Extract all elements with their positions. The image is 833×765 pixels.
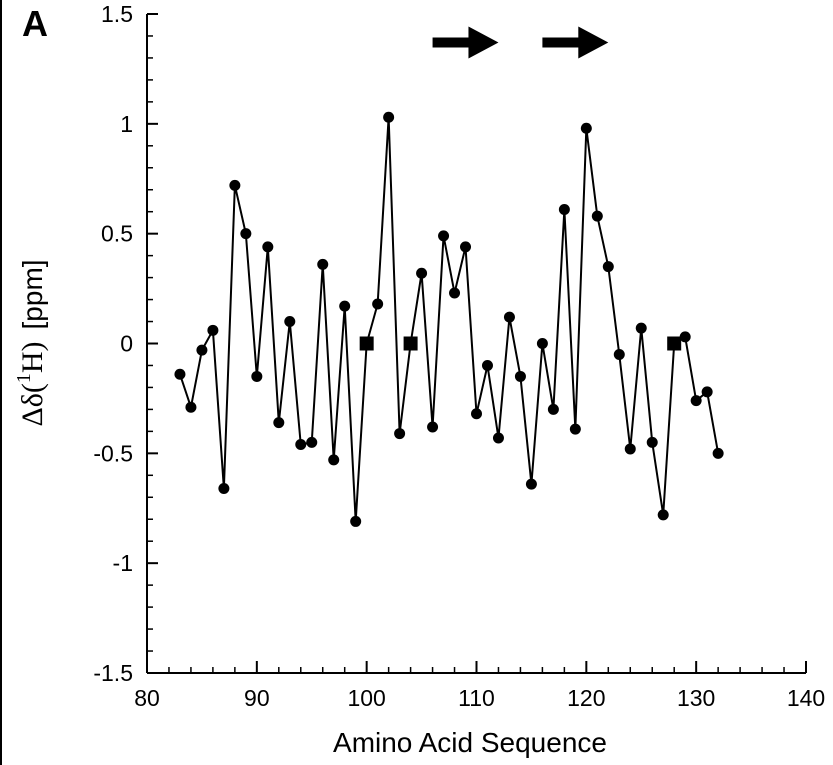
data-point	[591, 210, 603, 222]
y-tick-label: -1	[113, 550, 133, 576]
data-point	[635, 322, 647, 334]
x-tick-label: 110	[458, 685, 495, 711]
data-point	[251, 370, 263, 382]
data-point	[492, 432, 504, 444]
data-point	[185, 401, 197, 413]
data-point	[284, 316, 296, 328]
series-line	[179, 117, 720, 522]
annotations	[432, 26, 609, 59]
data-point	[712, 447, 724, 459]
data-point	[218, 482, 230, 494]
x-tick-label: 80	[134, 685, 160, 711]
y-axis-title-superscript: 1	[13, 373, 35, 383]
data-point	[460, 241, 472, 253]
data-point	[481, 359, 493, 371]
data-point	[613, 348, 625, 360]
data-point	[207, 324, 219, 336]
data-point	[602, 261, 614, 273]
data-point	[547, 403, 559, 415]
data-point	[569, 423, 581, 435]
panel-label: A	[22, 3, 48, 44]
data-point	[328, 454, 340, 466]
x-axis-title: Amino Acid Sequence	[333, 727, 607, 758]
data-point	[624, 443, 636, 455]
data-point	[438, 230, 450, 242]
data-point	[372, 298, 384, 310]
x-tick-label: 90	[244, 685, 270, 711]
data-point	[273, 417, 285, 429]
data-point	[679, 331, 691, 343]
data-point	[262, 241, 274, 253]
data-point	[350, 515, 362, 527]
data-point	[306, 436, 318, 448]
x-tick-label: 120	[567, 685, 605, 711]
x-tick-label: 130	[677, 685, 715, 711]
x-tick-label: 100	[347, 685, 385, 711]
data-point	[449, 287, 461, 299]
data-point	[240, 228, 252, 240]
beta-strand-arrow	[432, 26, 499, 59]
data-point	[317, 258, 329, 270]
series	[174, 111, 724, 527]
axes	[146, 14, 806, 674]
y-axis-title-unit: [ppm]	[17, 259, 48, 329]
data-point	[525, 478, 537, 490]
data-point	[471, 408, 482, 420]
y-tick-label: -0.5	[93, 440, 133, 466]
y-tick-label: 0.5	[101, 221, 133, 247]
data-point	[514, 370, 526, 382]
data-point	[394, 428, 406, 440]
y-axis-title-nucleus: H)	[16, 341, 49, 373]
data-point	[701, 386, 713, 398]
y-axis-title-delta: Δδ(	[16, 383, 49, 426]
data-point	[339, 300, 351, 312]
data-point	[196, 344, 208, 356]
data-point-square	[403, 336, 418, 351]
y-tick-label: -1.5	[93, 660, 133, 686]
svg-text:Δδ(1H)[ppm]: Δδ(1H) [ppm]	[13, 259, 49, 426]
data-point	[427, 421, 439, 433]
data-point	[558, 204, 570, 216]
data-point-square	[667, 336, 682, 351]
x-tick-label: 140	[787, 685, 825, 711]
data-point	[580, 122, 592, 134]
y-tick-label: 1	[120, 111, 133, 137]
y-tick-label: 0	[120, 331, 133, 357]
data-point	[383, 111, 395, 123]
y-tick-label: 1.5	[101, 1, 133, 27]
data-point	[503, 311, 515, 323]
data-point	[536, 338, 548, 349]
data-point	[657, 509, 669, 521]
data-point	[690, 395, 702, 407]
data-point	[229, 179, 241, 191]
x-ticks: 80 90 100 110 120 130 140	[134, 661, 825, 711]
y-axis-title: Δδ(1H) [ppm]	[13, 259, 49, 426]
data-point-square	[359, 336, 374, 351]
data-point	[646, 436, 658, 448]
data-point	[295, 439, 307, 451]
data-point	[174, 368, 186, 380]
beta-strand-arrow	[542, 26, 609, 59]
data-point	[416, 267, 428, 279]
y-ticks: -1.5 -1 -0.5 0 0.5 1 1.5	[93, 1, 158, 686]
